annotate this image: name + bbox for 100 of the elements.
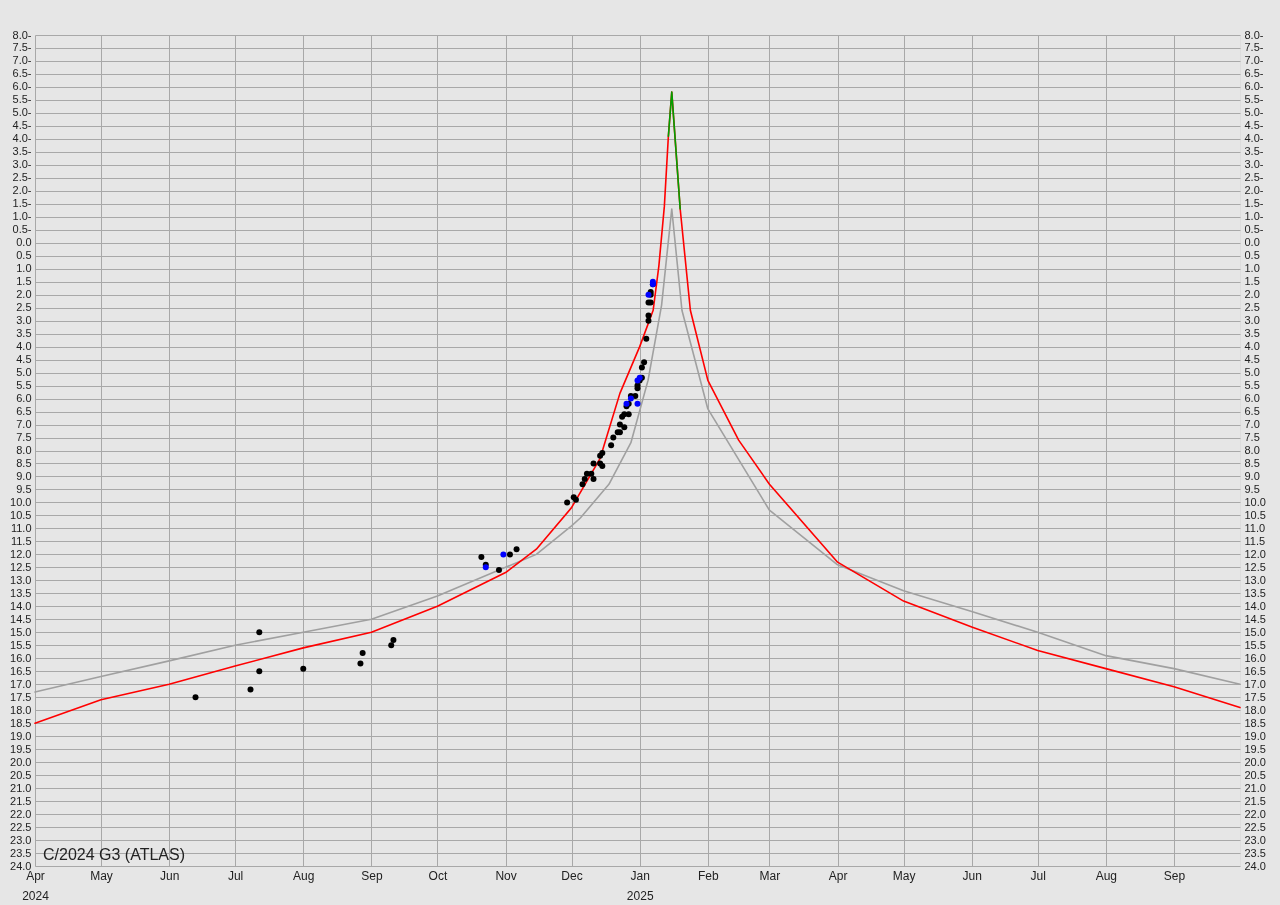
y-tick-label: 21.0	[10, 781, 32, 794]
y2-tick-label: 5.0-	[1244, 106, 1264, 119]
y-tick-label: 1.0	[16, 262, 32, 275]
x-tick-label: Feb	[698, 868, 720, 883]
y-tick-label: 22.0	[10, 807, 32, 820]
y2-tick-label: 9.0	[1244, 469, 1260, 482]
y2-tick-label: 1.5	[1244, 275, 1260, 288]
y2-tick-label: 2.0	[1244, 288, 1260, 301]
y-tick-label: 1.5-	[12, 197, 32, 210]
y2-tick-label: 3.5-	[1244, 145, 1264, 158]
y-tick-label: 3.0	[16, 314, 32, 327]
x-tick-label: Oct	[428, 868, 448, 883]
y2-tick-label: 2.0-	[1244, 184, 1264, 197]
y2-tick-label: 6.5	[1244, 405, 1260, 418]
y-tick-label: 3.5	[16, 327, 32, 340]
y2-tick-label: 11.0	[1244, 521, 1266, 534]
y2-tick-label: 7.0-	[1244, 54, 1264, 67]
y2-tick-label: 6.0-	[1244, 80, 1264, 93]
y-tick-label: 0.0	[16, 236, 32, 249]
x-tick-label: Jul	[227, 868, 244, 883]
y-tick-label: 17.5	[10, 690, 32, 703]
y-tick-label: 5.5	[16, 379, 32, 392]
y-tick-label: 18.5	[10, 716, 32, 729]
y-tick-label: 13.0	[10, 573, 32, 586]
y-tick-label: 7.5-	[12, 41, 32, 54]
y2-tick-label: 14.5	[1244, 612, 1266, 625]
x-tick-label: May	[90, 868, 113, 883]
y-tick-label: 6.0	[16, 392, 32, 405]
y-tick-label: 2.5-	[12, 171, 32, 184]
y2-tick-label: 6.5-	[1244, 67, 1264, 80]
y2-tick-label: 7.0	[1244, 418, 1260, 431]
y-tick-label: 9.5	[16, 482, 32, 495]
y-tick-label: 8.5	[16, 456, 32, 469]
y2-tick-label: 0.5	[1244, 249, 1260, 262]
y-tick-label: 14.5	[10, 612, 32, 625]
y2-tick-label: 17.0	[1244, 677, 1266, 690]
y2-tick-label: 13.0	[1244, 573, 1266, 586]
y2-tick-label: 16.0	[1244, 651, 1266, 664]
x-tick-label: Jun	[962, 868, 982, 883]
y-tick-label: 23.5	[10, 846, 32, 859]
y2-tick-label: 1.5-	[1244, 197, 1264, 210]
y2-tick-label: 0.5-	[1244, 223, 1264, 236]
y-tick-label: 20.0	[10, 755, 32, 768]
y2-tick-label: 19.0	[1244, 729, 1266, 742]
y2-tick-label: 0.0	[1244, 236, 1260, 249]
y2-tick-label: 4.0	[1244, 340, 1260, 353]
y2-tick-label: 11.5	[1244, 534, 1266, 547]
y-tick-label: 5.0-	[12, 106, 32, 119]
y2-tick-label: 4.5-	[1244, 119, 1264, 132]
y-tick-label: 4.5	[16, 353, 32, 366]
y2-tick-label: 3.0-	[1244, 158, 1264, 171]
y-tick-label: 24.0	[10, 859, 32, 872]
y2-tick-label: 8.0	[1244, 444, 1260, 456]
y2-tick-label: 20.0	[1244, 755, 1266, 768]
y2-tick-label: 12.5	[1244, 560, 1266, 573]
y-tick-label: 10.0	[10, 495, 32, 508]
y-tick-label: 4.0-	[12, 132, 32, 145]
y2-tick-label: 21.0	[1244, 781, 1266, 794]
y-tick-label: 5.0	[16, 366, 32, 379]
y-tick-label: 1.0-	[12, 210, 32, 223]
y-tick-label: 9.0	[16, 469, 32, 482]
y2-tick-label: 21.5	[1244, 794, 1266, 807]
y2-tick-label: 15.0	[1244, 625, 1266, 638]
y2-tick-label: 3.0	[1244, 314, 1260, 327]
y2-tick-label: 22.0	[1244, 807, 1266, 820]
y2-tick-label: 10.0	[1244, 495, 1266, 508]
y2-tick-label: 6.0	[1244, 392, 1260, 405]
y2-tick-label: 23.0	[1244, 833, 1266, 846]
y-tick-label: 0.5-	[12, 223, 32, 236]
y-tick-label: 12.0	[10, 547, 32, 560]
y-tick-label: 7.0	[16, 418, 32, 431]
x-tick-label: Nov	[495, 868, 517, 883]
x-tick-label: Dec	[561, 868, 583, 883]
y2-tick-label: 17.5	[1244, 690, 1266, 703]
y2-tick-label: 5.5	[1244, 379, 1260, 392]
y-tick-label: 6.5	[16, 405, 32, 418]
text: C/2024 G3 (ATLAS)	[43, 846, 185, 863]
x-tick-label: Mar	[759, 868, 781, 883]
y-tick-label: 2.5	[16, 301, 32, 314]
y-tick-label: 4.5-	[12, 119, 32, 132]
y2-tick-label: 15.5	[1244, 638, 1266, 651]
y2-tick-label: 4.5	[1244, 353, 1260, 366]
y-tick-label: 8.0-	[12, 28, 32, 41]
y-tick-label: 6.5-	[12, 67, 32, 80]
y-tick-label: 3.0-	[12, 158, 32, 171]
y2-tick-label: 16.5	[1244, 664, 1266, 677]
y-tick-label: 2.0-	[12, 184, 32, 197]
y2-tick-label: 2.5	[1244, 301, 1260, 314]
x-tick-label: Jan 2025	[626, 868, 654, 903]
x-tick-label: Sep	[361, 868, 383, 883]
y2-tick-label: 19.5	[1244, 742, 1266, 755]
y2-tick-label: 4.0-	[1244, 132, 1264, 145]
y2-tick-label: 5.0	[1244, 366, 1260, 379]
y-tick-label: 0.5	[16, 249, 32, 262]
x-tick-label: Sep	[1163, 868, 1186, 883]
y2-tick-label: 7.5-	[1244, 41, 1264, 54]
y-tick-label: 17.0	[10, 677, 32, 690]
y2-tick-label: 2.5-	[1244, 171, 1264, 184]
x-tick-label: Aug	[1095, 868, 1118, 883]
y2-tick-label: 13.5	[1244, 586, 1266, 599]
